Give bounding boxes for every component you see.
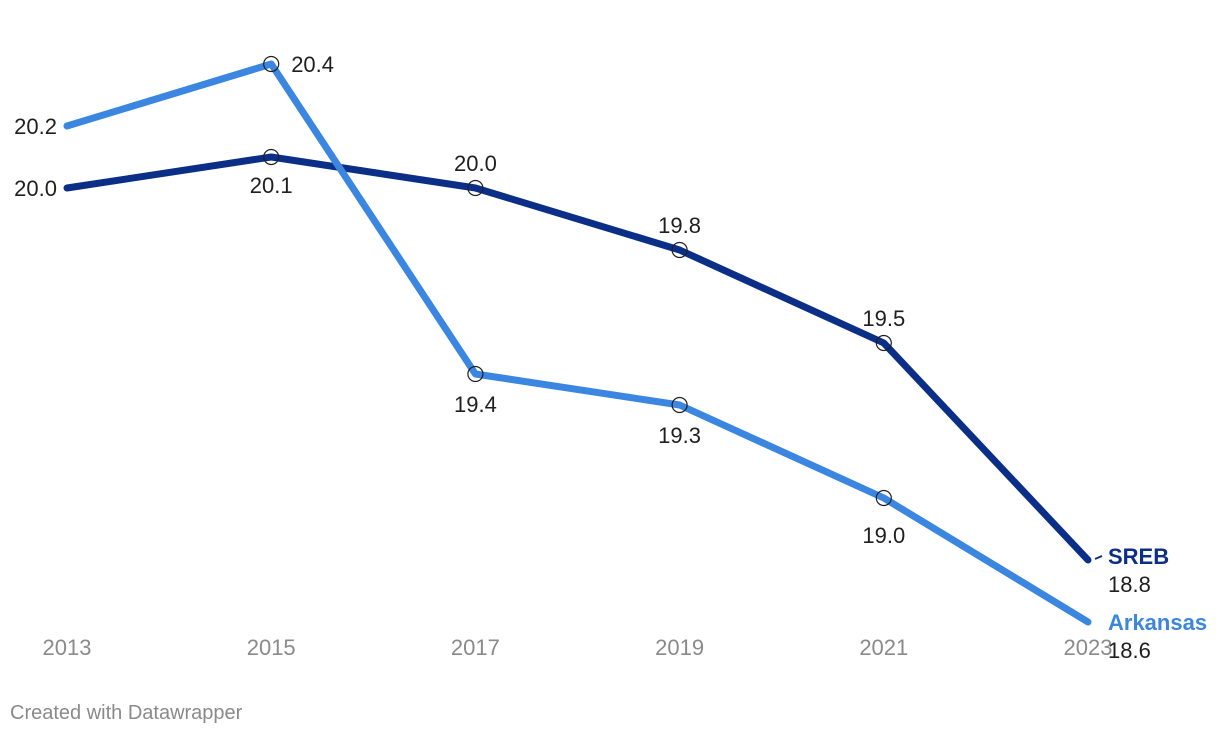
x-tick-label: 2021 [859, 635, 908, 660]
data-label-sreb: 20.1 [250, 173, 293, 198]
footer-credit: Created with Datawrapper [10, 702, 243, 724]
data-label-arkansas: 19.0 [862, 523, 905, 548]
x-tick-label: 2015 [247, 635, 296, 660]
data-label-arkansas: 19.3 [658, 423, 701, 448]
data-label-arkansas: 18.6 [1108, 638, 1151, 663]
series-name-connector [1094, 555, 1103, 560]
data-point-sreb [467, 179, 484, 197]
data-point-sreb [263, 148, 280, 166]
x-tick-label: 2019 [655, 635, 704, 660]
data-point-arkansas [263, 55, 280, 73]
series-name-sreb: SREB [1108, 544, 1169, 569]
data-label-sreb: 20.0 [14, 176, 57, 201]
data-label-arkansas: 20.2 [14, 114, 57, 139]
x-tick-label: 2023 [1064, 635, 1113, 660]
data-label-arkansas: 20.4 [291, 52, 334, 77]
data-point-sreb [875, 334, 892, 352]
data-label-sreb: 19.5 [862, 306, 905, 331]
data-point-arkansas [875, 489, 892, 507]
data-label-arkansas: 19.4 [454, 392, 497, 417]
data-label-sreb: 20.0 [454, 151, 497, 176]
data-label-sreb: 19.8 [658, 213, 701, 238]
series-line-arkansas [63, 60, 1092, 626]
series-name-arkansas: Arkansas [1108, 610, 1207, 635]
data-point-arkansas [671, 396, 688, 414]
series-line-sreb [63, 153, 1092, 564]
data-label-sreb: 18.8 [1108, 572, 1151, 597]
x-tick-label: 2013 [43, 635, 92, 660]
x-tick-label: 2017 [451, 635, 500, 660]
data-point-sreb [671, 241, 688, 259]
data-point-arkansas [467, 365, 484, 383]
